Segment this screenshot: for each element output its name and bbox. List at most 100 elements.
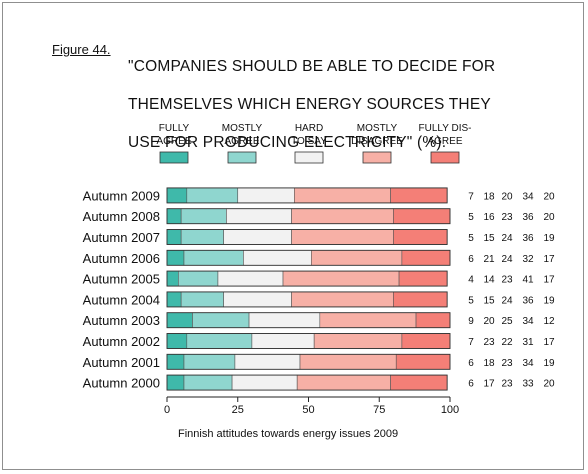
bar-segment: [415, 312, 451, 329]
bar-outline: [166, 374, 448, 391]
legend-label: AGREE: [224, 136, 259, 147]
bar-segment: [234, 353, 301, 370]
bar-segment: [393, 208, 451, 224]
bar-segment: [186, 187, 239, 204]
bar-outline: [166, 249, 451, 266]
chart-title-line: USE FOR PRODUCING ELECTRICITY" (%).: [128, 134, 447, 151]
data-label: 7: [468, 191, 474, 202]
data-label: 41: [522, 275, 534, 286]
bar-segment: [401, 250, 451, 266]
data-label: 36: [522, 295, 534, 306]
legend-swatch: [227, 151, 257, 164]
legend-label: HARD: [295, 123, 323, 134]
bar-segment: [183, 374, 233, 391]
category-label: Autumn 2002: [83, 334, 160, 349]
bar-segment: [183, 250, 244, 266]
data-label: 24: [501, 254, 513, 265]
legend-swatch: [294, 151, 324, 164]
bar-outline: [166, 187, 448, 204]
data-label: 18: [483, 191, 495, 202]
data-label: 17: [483, 379, 495, 390]
bar-segment: [393, 229, 448, 245]
bar-segment: [180, 291, 224, 308]
bar-segment: [311, 250, 403, 266]
bar-segment: [291, 291, 394, 308]
bar-segment: [186, 333, 253, 349]
bar-segment: [166, 291, 182, 308]
data-label: 5: [468, 233, 474, 244]
data-label: 5: [468, 295, 474, 306]
data-label: 31: [522, 337, 534, 348]
data-label: 17: [543, 275, 555, 286]
legend-label: DISAGREE: [351, 136, 403, 147]
bar-segment: [291, 229, 394, 245]
bar-segment: [217, 270, 284, 287]
chart-title: "COMPANIES SHOULD BE ABLE TO DECIDE FOR …: [128, 38, 548, 171]
data-label: 19: [543, 233, 555, 244]
legend-label: TO SAY: [291, 136, 327, 147]
bar-segment: [296, 374, 391, 391]
data-label: 19: [543, 358, 555, 369]
bar-segment: [223, 229, 292, 245]
chart-caption: Finnish attitudes towards energy issues …: [178, 428, 399, 440]
bar-segment: [183, 353, 236, 370]
figure-label: Figure 44.: [52, 42, 111, 57]
data-label: 23: [501, 212, 513, 223]
category-label: Autumn 2000: [83, 376, 160, 391]
legend-label: AGREE: [156, 136, 191, 147]
bar-segment: [166, 353, 185, 370]
bar-segment: [313, 333, 403, 349]
data-label: 19: [543, 295, 555, 306]
data-label: 20: [543, 379, 555, 390]
data-label: 23: [501, 358, 513, 369]
data-label: 33: [522, 379, 534, 390]
chart-title-line: "COMPANIES SHOULD BE ABLE TO DECIDE FOR: [128, 58, 496, 75]
bar-segment: [166, 208, 182, 224]
bar-segment: [299, 353, 397, 370]
bar-segment: [390, 187, 448, 204]
data-label: 34: [522, 316, 534, 327]
data-label: 5: [468, 212, 474, 223]
bar-outline: [166, 208, 451, 225]
legend-swatch: [362, 151, 392, 164]
bar-segment: [398, 270, 448, 287]
data-label: 15: [483, 233, 495, 244]
bar-segment: [390, 374, 448, 391]
bar-segment: [251, 333, 315, 349]
category-label: Autumn 2007: [83, 230, 160, 245]
legend-swatch: [430, 151, 460, 164]
bar-segment: [319, 312, 417, 329]
bar-segment: [243, 250, 312, 266]
data-label: 23: [483, 337, 495, 348]
data-label: 34: [522, 191, 534, 202]
data-label: 6: [468, 358, 474, 369]
bar-segment: [401, 333, 451, 349]
x-tick-label: 0: [164, 404, 170, 416]
category-label: Autumn 2004: [83, 292, 160, 307]
data-label: 6: [468, 379, 474, 390]
chart-title-line: THEMSELVES WHICH ENERGY SOURCES THEY: [128, 96, 491, 113]
data-label: 14: [483, 275, 495, 286]
bar-segment: [166, 270, 179, 287]
data-label: 18: [483, 358, 495, 369]
data-label: 23: [501, 379, 513, 390]
data-label: 6: [468, 254, 474, 265]
bar-segment: [393, 291, 448, 308]
data-label: 9: [468, 316, 474, 327]
x-tick-label: 25: [232, 404, 244, 416]
data-label: 20: [483, 316, 495, 327]
bar-segment: [166, 333, 188, 349]
bar-segment: [166, 187, 188, 204]
data-label: 17: [543, 254, 555, 265]
data-label: 16: [483, 212, 495, 223]
data-label: 23: [501, 275, 513, 286]
legend-label: FULLY DIS-: [419, 123, 472, 134]
bar-segment: [178, 270, 219, 287]
legend-label: FULLY: [159, 123, 190, 134]
category-label: Autumn 2005: [83, 272, 160, 287]
data-label: 7: [468, 337, 474, 348]
bar-outline: [166, 333, 451, 349]
data-label: 34: [522, 358, 534, 369]
bar-outline: [166, 291, 448, 308]
data-label: 36: [522, 233, 534, 244]
